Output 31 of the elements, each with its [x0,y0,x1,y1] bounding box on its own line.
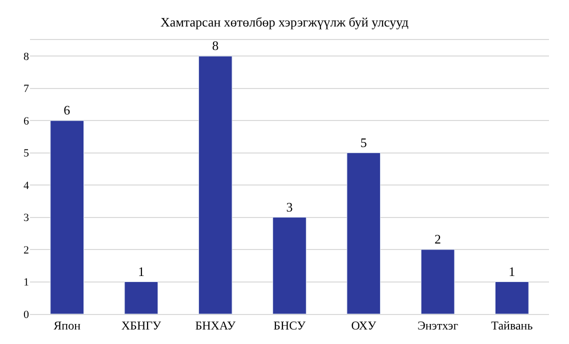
x-tick-label: БНХАУ [195,318,236,332]
y-tick-label: 6 [24,115,30,128]
data-label: 1 [138,264,144,279]
data-label: 2 [434,232,442,247]
y-tick-label: 7 [24,83,30,96]
y-tick-label: 4 [24,180,30,192]
chart-title: Хамтарсан хөтөлбөр хэрэгжүүлж буй улсууд [160,14,409,30]
data-label: 8 [212,38,219,54]
y-tick-label: 5 [24,148,30,160]
bar [198,56,232,314]
x-tick-label: ХБНГУ [121,318,162,332]
bar [346,152,381,314]
y-tick-label: 3 [24,212,30,224]
y-tick-label: 0 [24,308,30,321]
data-label: 3 [286,199,293,214]
x-tick-label: Япон [54,318,82,332]
bar [124,282,158,314]
data-label: 5 [360,134,367,150]
bar [272,217,306,314]
data-label: 1 [508,264,516,279]
bar [50,120,84,314]
data-label: 6 [64,102,71,118]
bar [495,282,529,314]
x-tick-label: Тайвань [491,318,534,332]
x-tick-label: Энэтхэг [417,318,458,332]
y-tick-label: 1 [24,276,29,289]
bar [420,249,455,314]
x-tick-label: ОХУ [351,318,377,332]
x-tick-label: БНСУ [274,318,306,332]
y-tick-label: 8 [24,50,30,63]
y-tick-label: 2 [24,244,29,256]
